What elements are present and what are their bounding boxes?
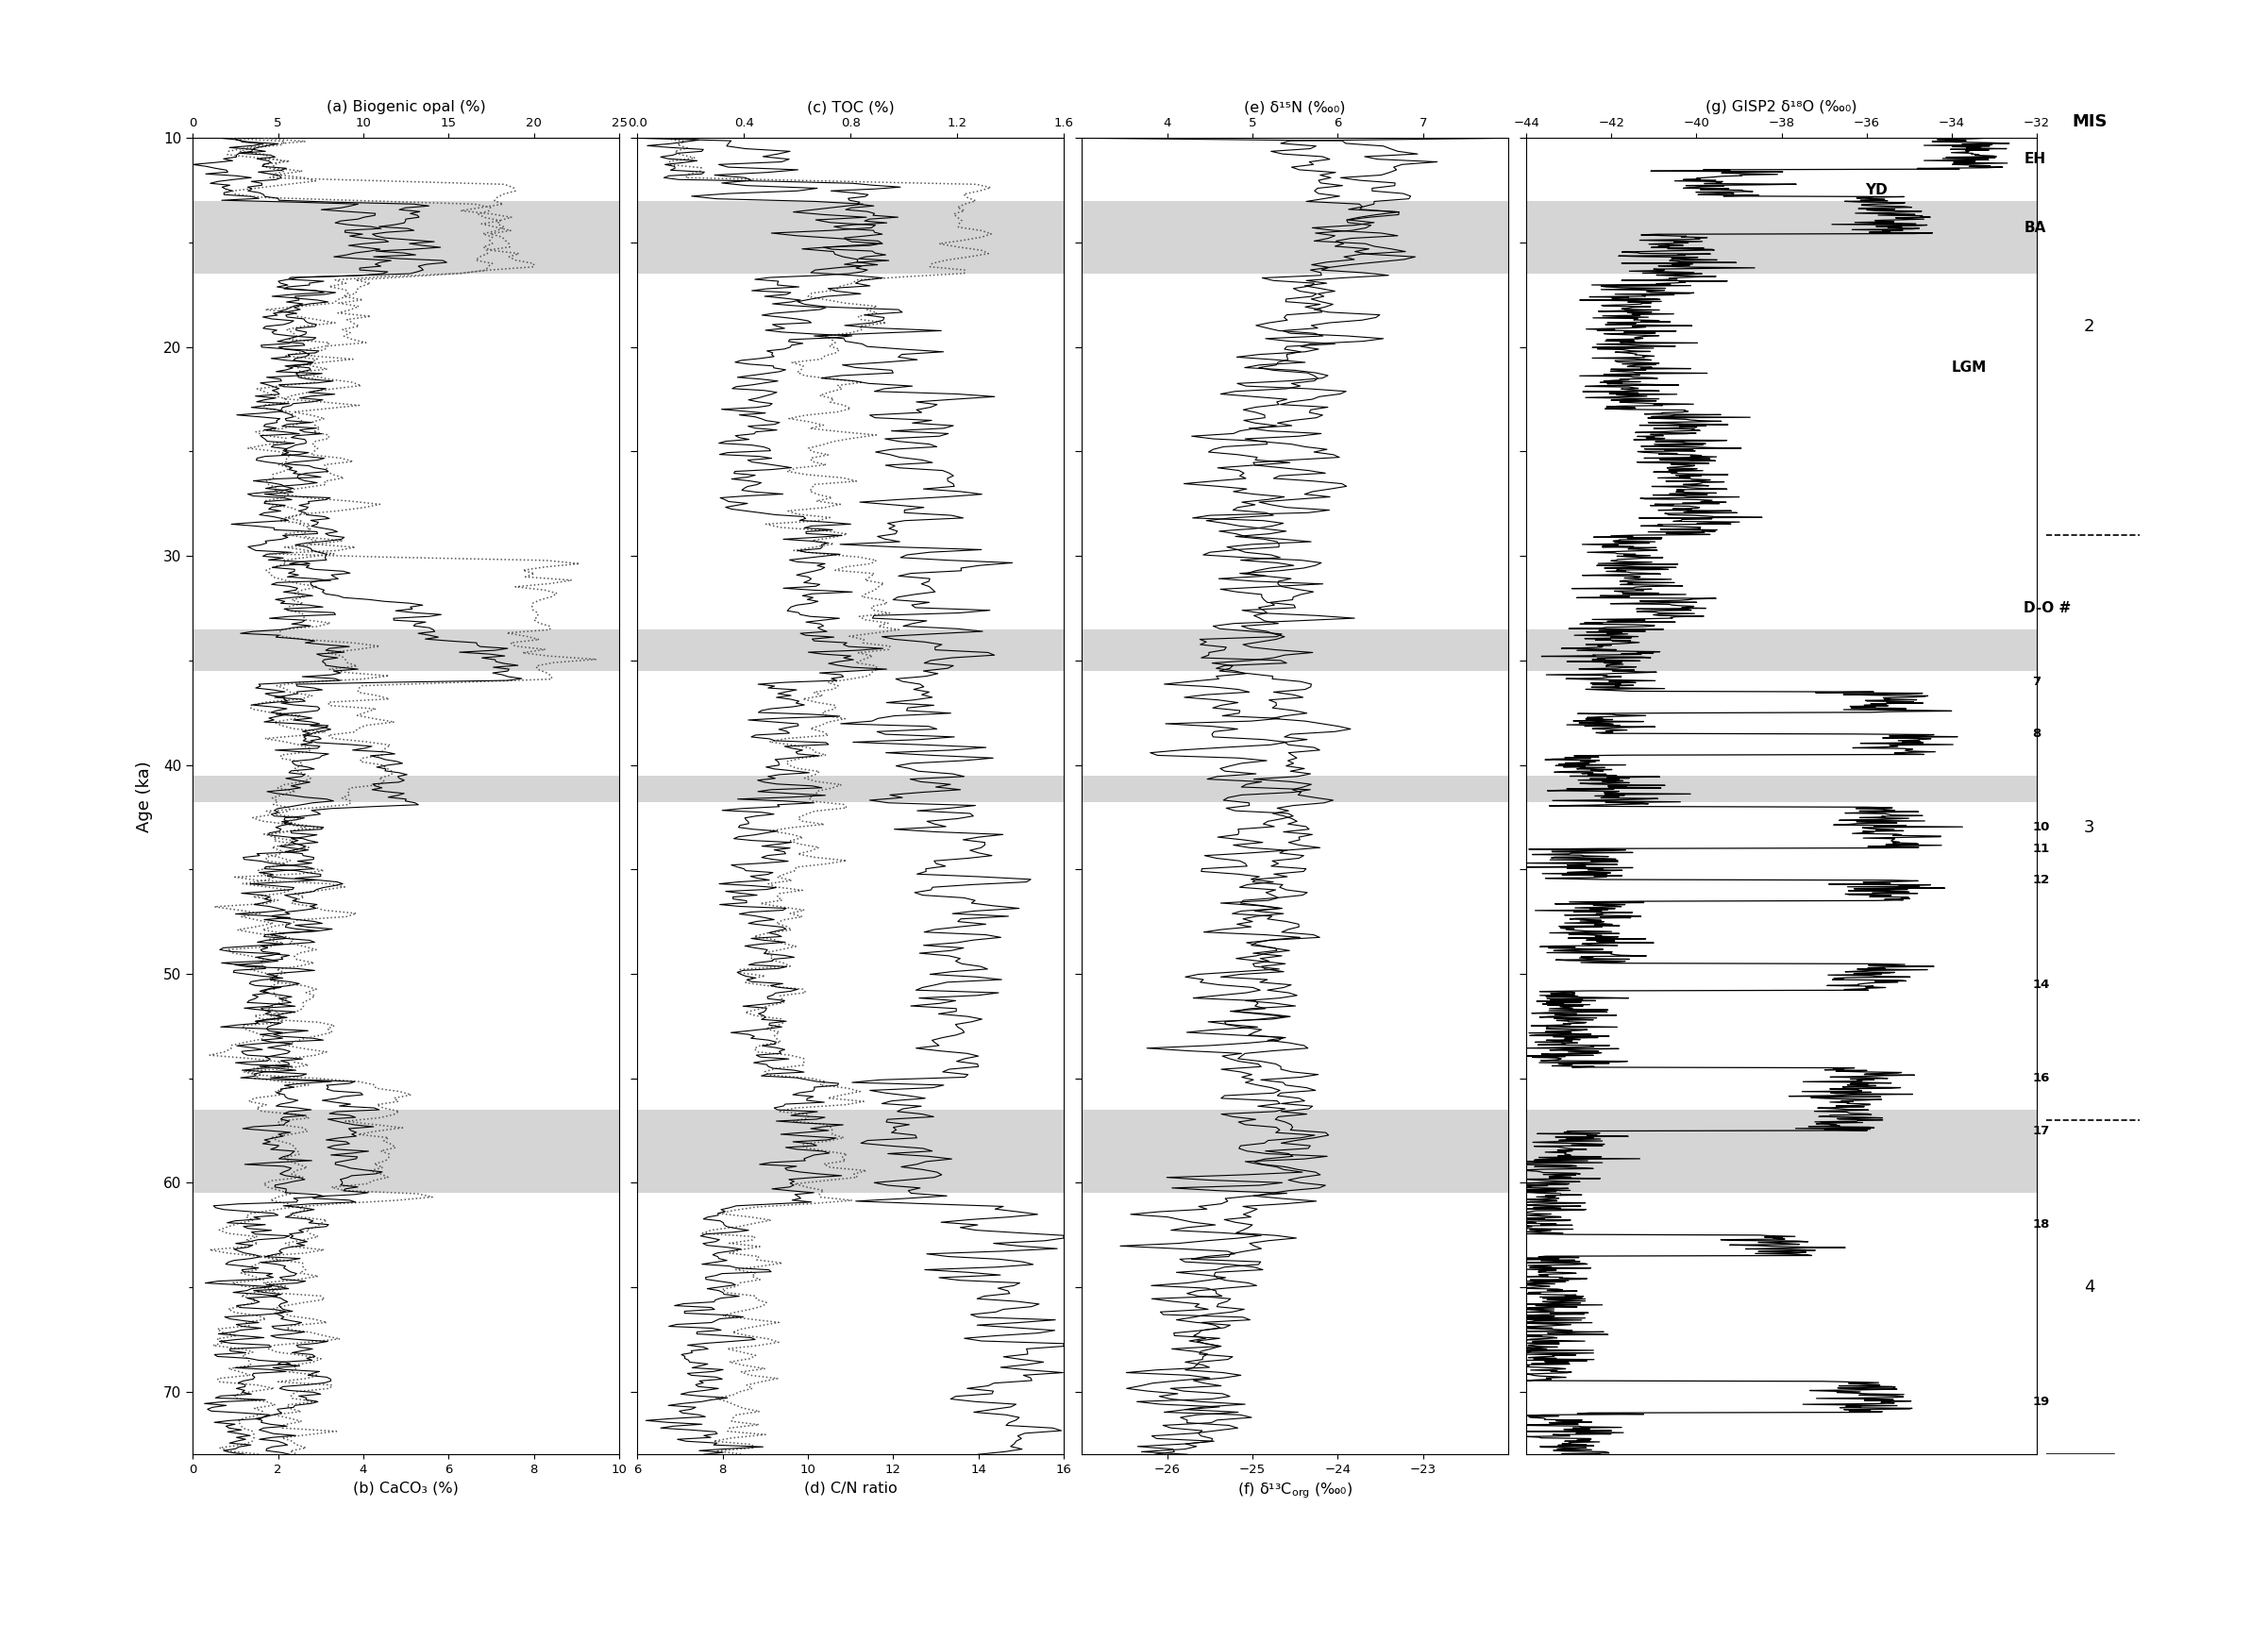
Bar	[1526, 1110, 2037, 1193]
Text: MIS: MIS	[2071, 114, 2107, 130]
X-axis label: (g) GISP2 δ¹⁸O (‰₀): (g) GISP2 δ¹⁸O (‰₀)	[1706, 101, 1857, 114]
X-axis label: (a) Biogenic opal (%): (a) Biogenic opal (%)	[327, 101, 485, 114]
Text: YD: YD	[1864, 184, 1887, 197]
Bar	[1526, 775, 2037, 803]
Bar	[193, 629, 619, 671]
Text: EH: EH	[2023, 153, 2046, 166]
Bar	[637, 1110, 1064, 1193]
Text: 14: 14	[2032, 978, 2050, 990]
Text: 17: 17	[2032, 1124, 2050, 1136]
Text: 3: 3	[2084, 819, 2096, 837]
X-axis label: (f) δ¹³C$_{\mathrm{org}}$ (‰₀): (f) δ¹³C$_{\mathrm{org}}$ (‰₀)	[1238, 1480, 1352, 1500]
Bar	[1526, 202, 2037, 275]
Text: 19: 19	[2032, 1396, 2050, 1409]
Bar	[193, 775, 619, 803]
Bar	[637, 629, 1064, 671]
Bar	[637, 775, 1064, 803]
Text: 2: 2	[2084, 317, 2096, 335]
Bar	[193, 1110, 619, 1193]
Bar	[1082, 629, 1508, 671]
Text: 11: 11	[2032, 842, 2050, 855]
X-axis label: (e) δ¹⁵N (‰₀): (e) δ¹⁵N (‰₀)	[1245, 101, 1345, 114]
Bar	[1082, 202, 1508, 275]
Bar	[193, 202, 619, 275]
Bar	[1082, 1110, 1508, 1193]
Text: LGM: LGM	[1950, 361, 1987, 375]
Text: BA: BA	[2023, 221, 2046, 236]
Text: 7: 7	[2032, 676, 2041, 687]
Text: 12: 12	[2032, 874, 2050, 886]
Bar	[1526, 629, 2037, 671]
X-axis label: (c) TOC (%): (c) TOC (%)	[807, 101, 894, 114]
Bar	[637, 202, 1064, 275]
Text: 10: 10	[2032, 822, 2050, 834]
X-axis label: (b) CaCO₃ (%): (b) CaCO₃ (%)	[354, 1480, 458, 1495]
Text: 18: 18	[2032, 1219, 2050, 1230]
Text: 8: 8	[2032, 728, 2041, 739]
Text: 4: 4	[2084, 1279, 2096, 1295]
Bar	[1082, 775, 1508, 803]
Text: D-O #: D-O #	[2023, 601, 2071, 616]
Text: 16: 16	[2032, 1072, 2050, 1084]
X-axis label: (d) C/N ratio: (d) C/N ratio	[803, 1480, 898, 1495]
Y-axis label: Age (ka): Age (ka)	[136, 761, 152, 832]
